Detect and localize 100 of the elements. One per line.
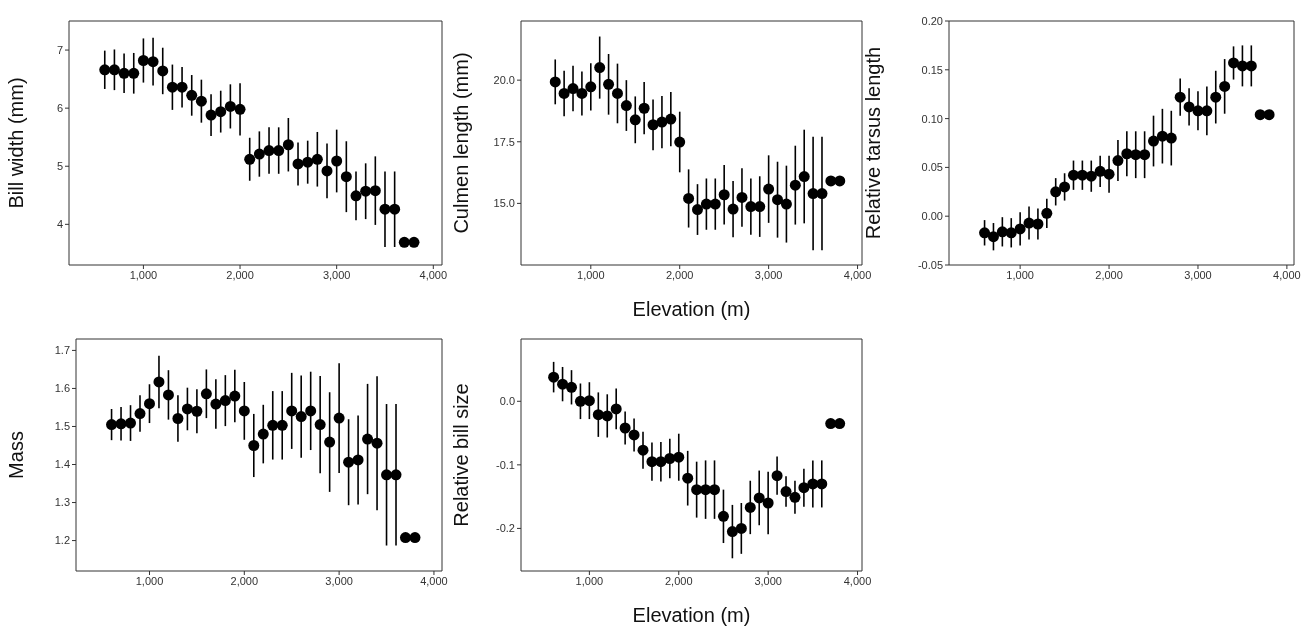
y-tick-label: 1.6 xyxy=(54,382,70,395)
point xyxy=(389,203,401,215)
point xyxy=(585,81,597,93)
point xyxy=(286,405,298,417)
y-tick-label: 1.2 xyxy=(54,534,70,547)
point xyxy=(674,136,686,148)
point xyxy=(390,469,402,481)
point xyxy=(717,510,729,522)
point xyxy=(603,78,615,90)
x-tick-label: 3,000 xyxy=(754,268,783,281)
point xyxy=(762,497,774,509)
point xyxy=(137,55,149,66)
point xyxy=(314,419,326,431)
point xyxy=(754,201,766,213)
point xyxy=(825,418,837,430)
point xyxy=(331,155,343,167)
point xyxy=(229,390,241,402)
x-tick-label: 4,000 xyxy=(843,268,872,281)
y-tick-label: 4 xyxy=(56,218,63,231)
point xyxy=(276,419,288,431)
y-axis-title: Culmen length (mm) xyxy=(450,52,473,234)
point xyxy=(709,484,721,496)
y-axis-title: Relative tarsus length xyxy=(862,46,885,240)
point xyxy=(362,433,374,445)
point xyxy=(1085,170,1097,182)
y-tick-label: 0.15 xyxy=(921,63,943,76)
x-tick-label: 1,000 xyxy=(575,574,604,587)
point xyxy=(798,171,810,183)
x-tick-label: 4,000 xyxy=(420,574,448,587)
point xyxy=(1032,218,1044,230)
y-tick-label: 6 xyxy=(56,102,63,115)
point xyxy=(735,522,747,534)
point xyxy=(166,81,178,93)
point xyxy=(583,395,595,407)
point xyxy=(771,470,783,482)
point xyxy=(744,501,756,513)
y-axis-title: Bill width (mm) xyxy=(5,77,28,209)
point xyxy=(647,119,659,131)
x-tick-label: 1,000 xyxy=(129,268,158,281)
y-tick-label: -0.2 xyxy=(496,522,515,535)
y-tick-label: 0.00 xyxy=(921,210,943,223)
point xyxy=(628,429,640,441)
point xyxy=(816,478,828,490)
point xyxy=(162,389,174,401)
point xyxy=(295,411,307,423)
point xyxy=(673,451,685,463)
point xyxy=(321,165,333,177)
point xyxy=(1219,80,1231,92)
point xyxy=(718,189,730,201)
point xyxy=(200,388,212,400)
point xyxy=(143,398,155,410)
point xyxy=(665,113,677,125)
point xyxy=(147,56,159,68)
point xyxy=(1139,149,1151,161)
point xyxy=(282,139,294,151)
x-tick-label: 3,000 xyxy=(322,268,351,281)
point xyxy=(379,203,391,215)
point xyxy=(1041,207,1053,219)
point xyxy=(727,203,739,215)
y-tick-label: 1.5 xyxy=(54,420,70,433)
y-tick-label: 0.05 xyxy=(921,161,943,174)
point xyxy=(1263,109,1275,121)
point xyxy=(360,185,372,197)
x-axis-title: Elevation (m) xyxy=(632,604,751,626)
y-tick-label: 1.7 xyxy=(54,344,70,357)
point xyxy=(381,469,393,481)
point xyxy=(118,67,130,79)
point xyxy=(215,106,227,118)
x-tick-label: 2,000 xyxy=(665,268,694,281)
point xyxy=(1174,91,1186,103)
point xyxy=(692,204,703,216)
point xyxy=(350,190,362,202)
point xyxy=(244,153,256,165)
point xyxy=(798,482,810,494)
point xyxy=(371,437,383,449)
point xyxy=(1050,186,1062,198)
point xyxy=(305,405,317,417)
point xyxy=(176,81,188,93)
x-tick-label: 4,000 xyxy=(843,574,872,587)
point xyxy=(1014,223,1026,235)
point xyxy=(1059,181,1071,193)
y-tick-label: 5 xyxy=(56,160,63,173)
point xyxy=(115,418,127,430)
point xyxy=(780,198,792,210)
point xyxy=(1112,155,1124,167)
point xyxy=(352,454,364,466)
point xyxy=(1148,135,1160,147)
point xyxy=(594,62,606,74)
point xyxy=(324,436,336,448)
point xyxy=(210,398,222,410)
x-tick-label: 3,000 xyxy=(325,574,353,587)
point xyxy=(224,100,236,112)
point xyxy=(834,418,846,430)
point xyxy=(292,158,304,170)
point xyxy=(638,102,650,114)
point xyxy=(181,403,193,415)
point xyxy=(1165,132,1177,144)
point xyxy=(409,532,421,544)
x-tick-label: 2,000 xyxy=(226,268,254,281)
point xyxy=(333,412,345,424)
